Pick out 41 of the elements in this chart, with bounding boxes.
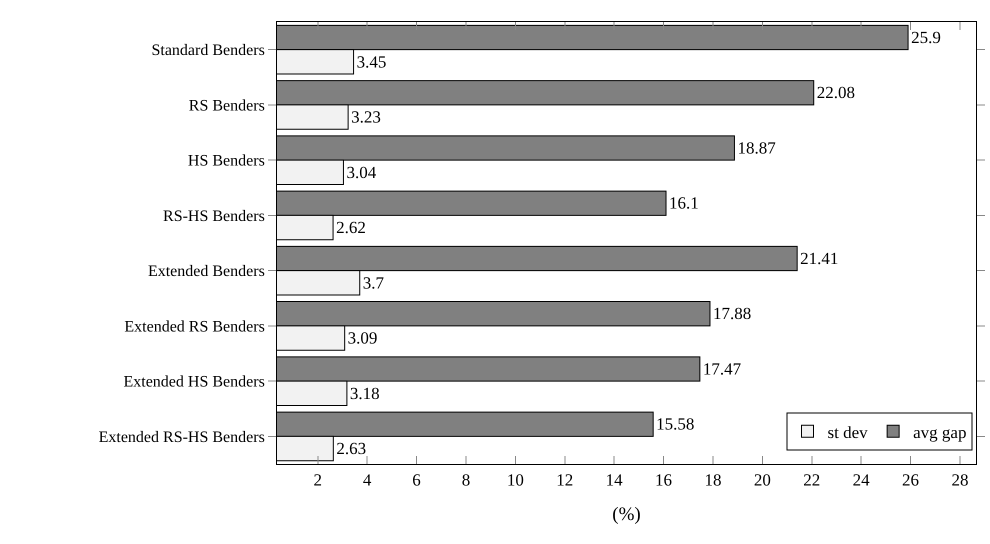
x-tick-label: 18 — [704, 470, 722, 490]
x-tick-label: 16 — [655, 470, 672, 490]
data-label: 2.62 — [336, 218, 366, 238]
data-label: 3.45 — [356, 52, 386, 72]
x-axis-title: (%) — [612, 504, 641, 526]
y-tick-label: RS Benders — [188, 97, 265, 114]
data-label: 25.9 — [911, 28, 941, 47]
x-tick-label: 12 — [556, 470, 574, 490]
y-tick-label: Extended RS Benders — [124, 318, 265, 336]
y-tick-label: Standard Benders — [151, 42, 265, 60]
data-label: 3.23 — [351, 108, 381, 127]
y-tick-label: Extended Benders — [148, 263, 265, 280]
x-tick-label: 6 — [412, 470, 421, 490]
x-tick-label: 22 — [803, 470, 820, 490]
data-label: 18.87 — [737, 138, 776, 158]
x-tick-label: 2 — [314, 470, 322, 490]
x-tick-label: 24 — [852, 470, 870, 490]
x-tick-label: 8 — [462, 470, 470, 490]
legend-label: avg gap — [913, 422, 966, 442]
data-label: 22.08 — [816, 83, 855, 102]
data-label: 21.41 — [800, 248, 838, 268]
data-label: 17.88 — [712, 304, 752, 324]
x-tick-label: 26 — [902, 470, 920, 490]
data-label: 16.1 — [669, 194, 699, 213]
data-label: 2.63 — [336, 439, 366, 458]
data-label: 3.04 — [346, 162, 377, 182]
x-tick-label: 14 — [606, 470, 624, 490]
legend-label: st dev — [828, 422, 868, 442]
y-tick-label: RS-HS Benders — [163, 208, 265, 225]
data-label: 3.18 — [350, 384, 380, 403]
y-tick-label: HS Benders — [188, 152, 265, 170]
data-label: 3.09 — [348, 328, 378, 348]
x-tick-label: 4 — [362, 470, 372, 490]
x-tick-label: 10 — [506, 470, 524, 490]
data-label: 17.47 — [702, 359, 742, 378]
x-tick-label: 28 — [951, 470, 968, 490]
y-tick-label: Extended HS Benders — [123, 374, 265, 391]
x-tick-label: 20 — [754, 470, 771, 490]
data-label: 15.58 — [656, 414, 694, 434]
data-label: 3.7 — [362, 273, 384, 292]
y-tick-label: Extended RS-HS Benders — [98, 428, 265, 446]
